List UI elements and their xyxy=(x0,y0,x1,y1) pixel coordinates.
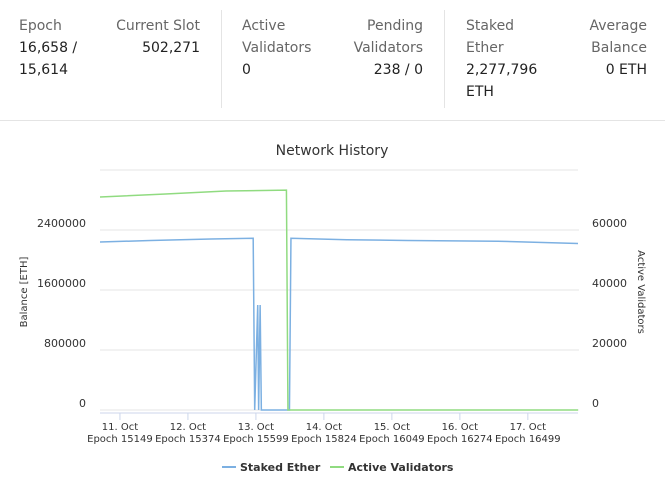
stat-label: Pending Validators xyxy=(353,18,423,56)
series-line xyxy=(99,189,578,411)
stat-value: 2,277,796 ETH xyxy=(466,62,538,100)
x-tick-label: Epoch 16049 xyxy=(359,434,425,445)
stat-label: Active Validators xyxy=(242,18,312,56)
stat-value: 238 / 0 xyxy=(373,62,423,78)
x-tick-label: 11. Oct xyxy=(102,422,138,433)
stat-label: Staked Ether xyxy=(466,18,515,56)
y-tick-label: 2400000 xyxy=(37,217,86,230)
y-axis-label: Balance [ETH] xyxy=(19,256,30,327)
y2-tick-label: 60000 xyxy=(592,217,627,230)
stat-value: 16,658 / 15,614 xyxy=(19,40,78,78)
y-tick-label: 800000 xyxy=(44,337,86,350)
x-tick-label: Epoch 15599 xyxy=(223,434,289,445)
x-tick-label: Epoch 16274 xyxy=(427,434,493,445)
series-line xyxy=(99,237,579,411)
legend-label: Active Validators xyxy=(348,461,454,474)
stat: Pending Validators 238 / 0 xyxy=(339,15,423,81)
x-tick-label: 15. Oct xyxy=(374,422,410,433)
x-tick-label: Epoch 16499 xyxy=(495,434,561,445)
y2-axis-label: Active Validators xyxy=(635,250,646,334)
stat-label: Current Slot xyxy=(116,18,200,34)
x-tick-label: 14. Oct xyxy=(306,422,342,433)
y2-tick-label: 0 xyxy=(592,397,599,410)
stat: Active Validators 0 xyxy=(242,15,326,81)
x-tick-label: Epoch 15149 xyxy=(87,434,153,445)
separator xyxy=(221,10,222,108)
y2-tick-label: 40000 xyxy=(592,277,627,290)
x-tick-label: Epoch 15374 xyxy=(155,434,221,445)
x-tick-label: 13. Oct xyxy=(238,422,274,433)
stat-value: 0 xyxy=(242,62,251,78)
y-tick-label: 0 xyxy=(79,397,86,410)
stat: Current Slot 502,271 xyxy=(116,15,200,59)
stat-value: 502,271 xyxy=(142,40,200,56)
chart: Network History Balance [ETH] Active Val… xyxy=(19,143,646,474)
x-tick-label: 17. Oct xyxy=(510,422,546,433)
x-tick-label: Epoch 15824 xyxy=(291,434,357,445)
stat: Average Balance 0 ETH xyxy=(563,15,648,81)
y-tick-label: 1600000 xyxy=(37,277,86,290)
x-tick-label: 12. Oct xyxy=(170,422,206,433)
stat-label: Average Balance xyxy=(589,18,648,56)
stat: Staked Ether 2,277,796 ETH xyxy=(466,15,550,103)
y2-tick-label: 20000 xyxy=(592,337,627,350)
stat: Epoch 16,658 / 15,614 xyxy=(19,15,103,81)
chart-title: Network History xyxy=(276,143,389,159)
stat-label: Epoch xyxy=(19,18,62,34)
x-tick-label: 16. Oct xyxy=(442,422,478,433)
legend-label: Staked Ether xyxy=(240,461,321,474)
stat-value: 0 ETH xyxy=(605,62,647,78)
separator xyxy=(444,10,445,108)
stats-bar: Epoch 16,658 / 15,614 Current Slot 502,271… xyxy=(0,0,665,121)
